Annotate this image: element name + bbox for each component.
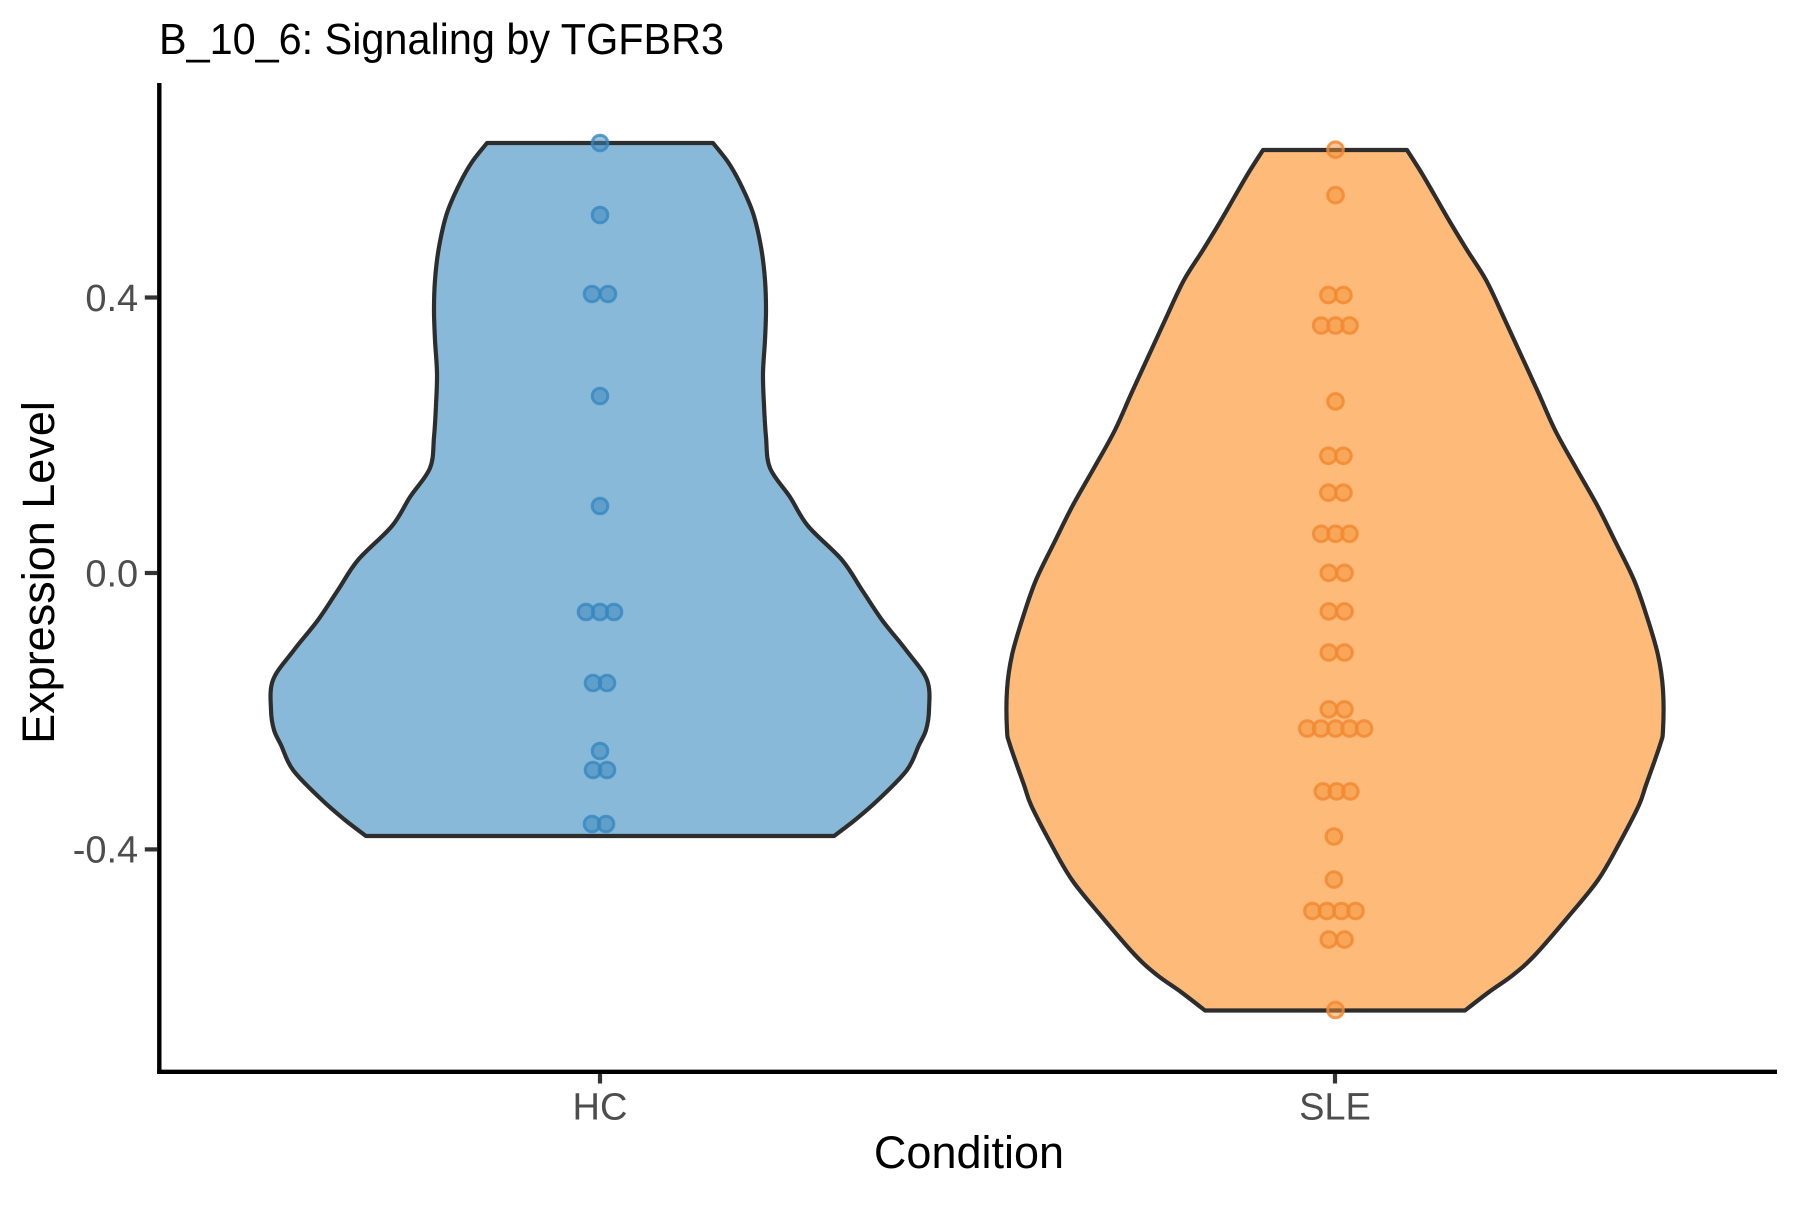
svg-text:B_10_6: Signaling by TGFBR3: B_10_6: Signaling by TGFBR3 (159, 16, 724, 64)
svg-text:0.4: 0.4 (85, 278, 138, 320)
svg-text:-0.4: -0.4 (73, 830, 138, 872)
svg-text:SLE: SLE (1299, 1087, 1371, 1129)
svg-text:HC: HC (573, 1087, 628, 1129)
svg-text:Expression Level: Expression Level (13, 401, 64, 744)
svg-text:0.0: 0.0 (85, 553, 138, 595)
svg-text:Condition: Condition (874, 1127, 1064, 1178)
